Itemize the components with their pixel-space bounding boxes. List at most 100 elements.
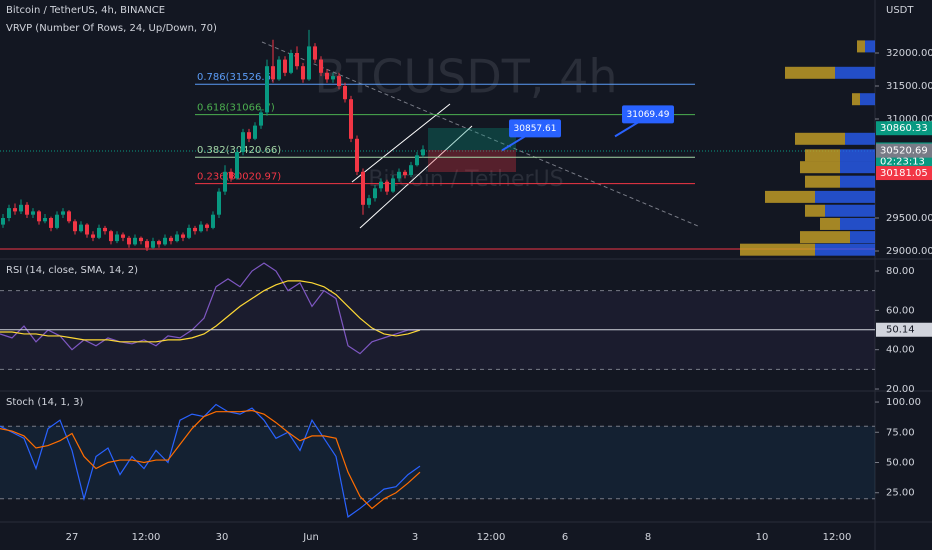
candle-body — [79, 224, 83, 232]
candle-body — [259, 112, 263, 126]
indicator-label: VRVP (Number Of Rows, 24, Up/Down, 70) — [6, 23, 217, 34]
x-tick-label: Jun — [302, 532, 319, 543]
stoch-band — [0, 426, 875, 499]
fib-label: 0.236(30020.97) — [197, 172, 281, 183]
candle-body — [337, 76, 341, 86]
vp-up — [840, 175, 875, 188]
candle-body — [97, 227, 101, 238]
stoch-d-line — [0, 409, 421, 510]
candle-body — [43, 218, 47, 222]
price-marker-label: 30520.69 — [880, 146, 928, 157]
vp-down — [765, 190, 815, 203]
candle-body — [157, 241, 161, 245]
candle-body — [211, 214, 215, 228]
x-tick-label: 27 — [66, 532, 79, 543]
candle-body — [289, 52, 293, 73]
candle-body — [253, 125, 257, 139]
candle-body — [73, 221, 77, 232]
callout-label: 31069.49 — [627, 110, 670, 120]
candle-body — [151, 241, 155, 248]
price-marker — [876, 143, 932, 158]
stoch-title: Stoch (14, 1, 3) — [6, 397, 83, 408]
vp-down — [805, 204, 825, 217]
candle-body — [13, 208, 17, 212]
candle-body — [139, 237, 143, 242]
rsi-marker — [876, 322, 932, 337]
trend-line — [261, 41, 699, 227]
rsi-band — [0, 291, 875, 370]
vp-up — [840, 217, 875, 230]
vp-down — [740, 243, 815, 256]
candle-body — [349, 99, 353, 139]
position-profit — [428, 128, 516, 150]
candle-body — [145, 241, 149, 248]
candle-body — [1, 218, 5, 225]
x-tick-label: 12:00 — [823, 532, 852, 543]
y-tick-label: 75.00 — [886, 427, 915, 438]
vp-down — [800, 161, 840, 174]
callout-pointer — [614, 121, 639, 138]
vp-up — [865, 40, 875, 53]
candle-body — [127, 237, 131, 245]
candle-body — [319, 59, 323, 73]
x-tick-label: 6 — [562, 532, 568, 543]
candle-body — [199, 224, 203, 232]
vp-down — [795, 132, 845, 145]
y-tick-label: 40.00 — [886, 345, 915, 356]
candle-body — [31, 211, 35, 215]
candle-body — [331, 76, 335, 80]
vp-down — [805, 149, 840, 162]
candle-body — [205, 224, 209, 228]
x-tick-label: 10 — [756, 532, 769, 543]
candle-body — [283, 59, 287, 73]
candle-body — [379, 181, 383, 189]
candle-body — [307, 46, 311, 80]
y-tick-label: 31500.00 — [886, 81, 932, 92]
candle-body — [115, 234, 119, 242]
candle-body — [37, 211, 41, 222]
vp-up — [845, 132, 875, 145]
candle-body — [25, 204, 29, 215]
title: Bitcoin / TetherUS, 4h, BINANCE — [6, 5, 165, 16]
candle-body — [409, 165, 413, 176]
vp-up — [860, 93, 875, 106]
y-tick-label: 100.00 — [886, 397, 921, 408]
rsi-rsi-line — [0, 262, 420, 355]
vp-up — [815, 243, 875, 256]
vp-down — [805, 175, 840, 188]
y-tick-label: 32000.00 — [886, 48, 932, 59]
watermark: BTCUSDT, 4h — [314, 50, 617, 104]
fib-label: 0.786(31526.6) — [197, 72, 275, 83]
candle-body — [91, 234, 95, 238]
candle-body — [295, 52, 299, 67]
candle-body — [385, 181, 389, 192]
vp-down — [785, 66, 835, 79]
candle-body — [229, 171, 233, 179]
candle-body — [133, 237, 137, 245]
rsi-title: RSI (14, close, SMA, 14, 2) — [6, 265, 138, 276]
price-marker-label: 30860.33 — [880, 123, 928, 134]
callout-box — [622, 105, 674, 124]
position-loss — [428, 150, 516, 172]
candle-body — [403, 171, 407, 176]
y-tick-label: 29500.00 — [886, 213, 932, 224]
fib-label: 0.618(31066.7) — [197, 103, 275, 114]
candle-body — [367, 198, 371, 205]
stoch-k-line — [0, 403, 421, 518]
vp-up — [815, 190, 875, 203]
vp-down — [800, 231, 850, 244]
callout-pointer — [501, 135, 526, 152]
x-tick-label: 30 — [216, 532, 229, 543]
currency: USDT — [886, 5, 914, 16]
x-tick-label: 12:00 — [477, 532, 506, 543]
candle-body — [421, 149, 425, 156]
y-tick-label: 80.00 — [886, 266, 915, 277]
price-marker — [876, 166, 932, 181]
callout-box — [509, 119, 561, 138]
candle-body — [355, 138, 359, 172]
countdown: 02:23:13 — [880, 156, 925, 167]
candle-body — [325, 72, 329, 80]
y-tick-label: 20.00 — [886, 384, 915, 395]
